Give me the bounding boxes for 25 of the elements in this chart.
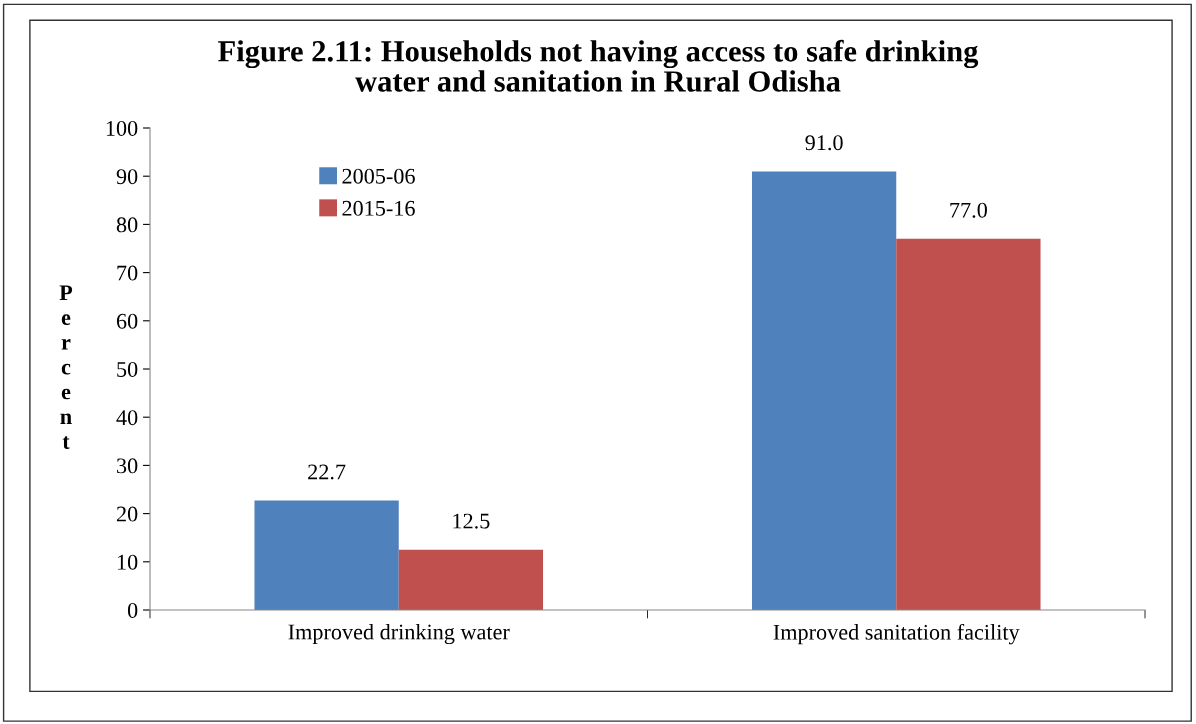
y-tick-label: 60 — [116, 313, 138, 329]
y-tick-label: 50 — [117, 361, 138, 377]
data-label: 12.5 — [453, 513, 490, 529]
y-tick-label: 30 — [117, 458, 138, 474]
y-axis-title: Percent — [59, 285, 73, 449]
bar — [751, 171, 897, 610]
legend-label: 2015-16 — [342, 200, 415, 216]
bar — [254, 500, 399, 610]
x-tick-label: Improved drinking water — [288, 623, 510, 645]
y-tick-label: 80 — [116, 217, 138, 233]
y-tick-label: 70 — [117, 265, 138, 281]
data-label: 91.0 — [805, 135, 843, 151]
y-tick-label: 20 — [116, 506, 138, 522]
bar — [398, 549, 544, 610]
data-label: 77.0 — [950, 202, 987, 218]
chart-title: Figure 2.11: Households not having access to safe drinking water and sanitation in Rural Odisha — [218, 39, 979, 92]
y-tick-label: 90 — [116, 169, 138, 185]
bar — [896, 238, 1041, 610]
data-label: 22.7 — [308, 464, 346, 480]
y-tick-label: 100 — [106, 120, 138, 136]
y-tick-label: 0 — [127, 602, 138, 618]
x-tick-label: Improved sanitation facility — [773, 623, 1020, 645]
legend-label: 2005-06 — [342, 168, 415, 184]
y-tick-label: 40 — [116, 410, 138, 426]
y-tick-label: 10 — [117, 554, 138, 570]
